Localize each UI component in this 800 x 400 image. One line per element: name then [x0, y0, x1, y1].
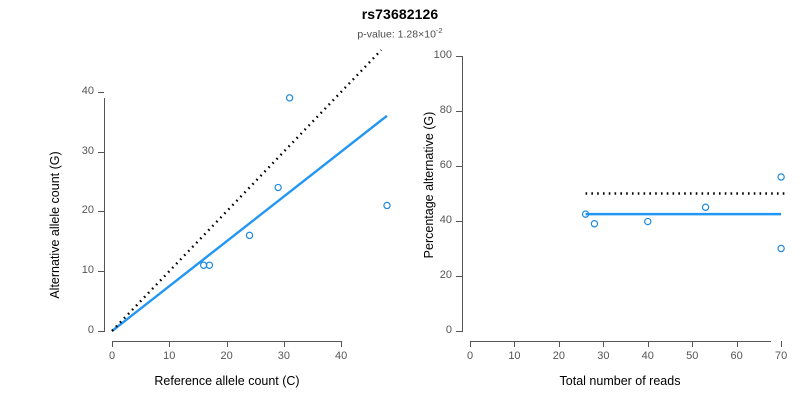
- reference-line: [111, 49, 383, 332]
- x-tick-label: 0: [108, 350, 116, 362]
- right-plot-panel: 0 10 20 30 40 50 60 70 0 20 40 60 80 100 Total numbe…: [400, 0, 800, 400]
- y-tick-mark: [456, 56, 462, 57]
- x-tick-mark: [692, 341, 694, 347]
- y-tick-label: 80: [439, 104, 452, 116]
- x-tick-mark: [470, 341, 471, 347]
- y-tick-mark: [456, 276, 462, 277]
- data-point: [590, 220, 599, 228]
- right-plot-area: [470, 56, 790, 331]
- fit-line: [111, 114, 388, 332]
- y-tick-label: 10: [81, 264, 94, 277]
- left-plot-graphics: [111, 49, 391, 332]
- left-y-axis-line: [104, 98, 105, 332]
- y-tick-mark: [98, 91, 104, 93]
- y-tick-mark: [456, 166, 462, 167]
- right-x-axis-title: Total number of reads: [559, 374, 681, 388]
- x-tick-label: 30: [597, 350, 610, 362]
- y-tick-mark: [98, 151, 104, 153]
- x-tick-label: 60: [730, 350, 743, 362]
- left-plot-panel: 0 10 20 30 40 0 10 20 30 40 Reference allele cou…: [48, 49, 391, 388]
- pvalue-text: p-value: 1.28×10: [357, 28, 436, 41]
- x-tick-mark: [169, 341, 171, 347]
- left-x-axis-line: [112, 341, 341, 342]
- x-tick-mark: [736, 341, 738, 347]
- x-tick-mark: [647, 341, 649, 347]
- x-tick-label: 50: [686, 350, 699, 362]
- data-point: [777, 173, 785, 181]
- y-tick-label: 40: [439, 214, 452, 226]
- y-tick-label: 20: [81, 204, 94, 217]
- x-tick-label: 10: [163, 350, 176, 362]
- x-tick-mark: [558, 341, 560, 347]
- y-tick-label: 0: [445, 324, 452, 336]
- y-tick-mark: [456, 111, 462, 112]
- data-point: [644, 217, 652, 226]
- y-tick-mark: [456, 221, 462, 222]
- data-point: [205, 261, 214, 269]
- y-tick-mark: [98, 211, 104, 213]
- right-x-axis-line: [470, 341, 771, 342]
- x-tick-mark: [112, 341, 113, 347]
- y-tick-label: 60: [439, 159, 452, 171]
- y-tick-label: 30: [81, 144, 94, 157]
- data-point: [274, 183, 282, 192]
- x-tick-mark: [781, 341, 783, 347]
- data-point: [777, 244, 785, 253]
- data-point: [383, 201, 391, 210]
- left-plot-area: [111, 49, 391, 332]
- data-point: [701, 203, 710, 211]
- x-tick-label: 40: [641, 350, 654, 362]
- y-tick-label: 100: [433, 49, 452, 61]
- x-tick-mark: [226, 341, 228, 347]
- right-y-axis-title: Percentage alternative (G): [422, 111, 436, 259]
- x-tick-label: 40: [335, 350, 348, 362]
- right-y-axis-line: [462, 56, 463, 332]
- x-tick-mark: [341, 341, 343, 347]
- x-tick-mark: [603, 341, 605, 347]
- right-plot-graphics: [581, 173, 786, 253]
- y-tick-mark: [98, 331, 104, 332]
- left-x-axis-title: Reference allele count (C): [154, 374, 300, 388]
- y-tick-mark: [456, 331, 462, 332]
- y-tick-label: 40: [81, 84, 94, 97]
- x-tick-label: 10: [508, 350, 521, 362]
- data-point: [245, 231, 254, 240]
- x-tick-label: 70: [774, 350, 788, 362]
- x-tick-label: 20: [220, 350, 233, 362]
- pvalue-subtitle: p-value: 1.28×10-2: [0, 26, 800, 41]
- y-tick-label: 0: [87, 324, 94, 336]
- data-point: [285, 94, 294, 102]
- x-tick-mark: [283, 341, 285, 347]
- y-tick-mark: [98, 271, 104, 273]
- x-tick-label: 0: [466, 350, 474, 362]
- page-title: rs73682126: [361, 6, 439, 22]
- x-tick-label: 30: [277, 350, 290, 362]
- y-tick-label: 20: [439, 269, 452, 281]
- x-tick-mark: [514, 341, 516, 347]
- data-point: [581, 210, 590, 218]
- left-y-axis-title: Alternative allele count (G): [48, 151, 62, 299]
- x-tick-label: 20: [552, 350, 565, 362]
- pvalue-exponent: -2: [435, 26, 443, 35]
